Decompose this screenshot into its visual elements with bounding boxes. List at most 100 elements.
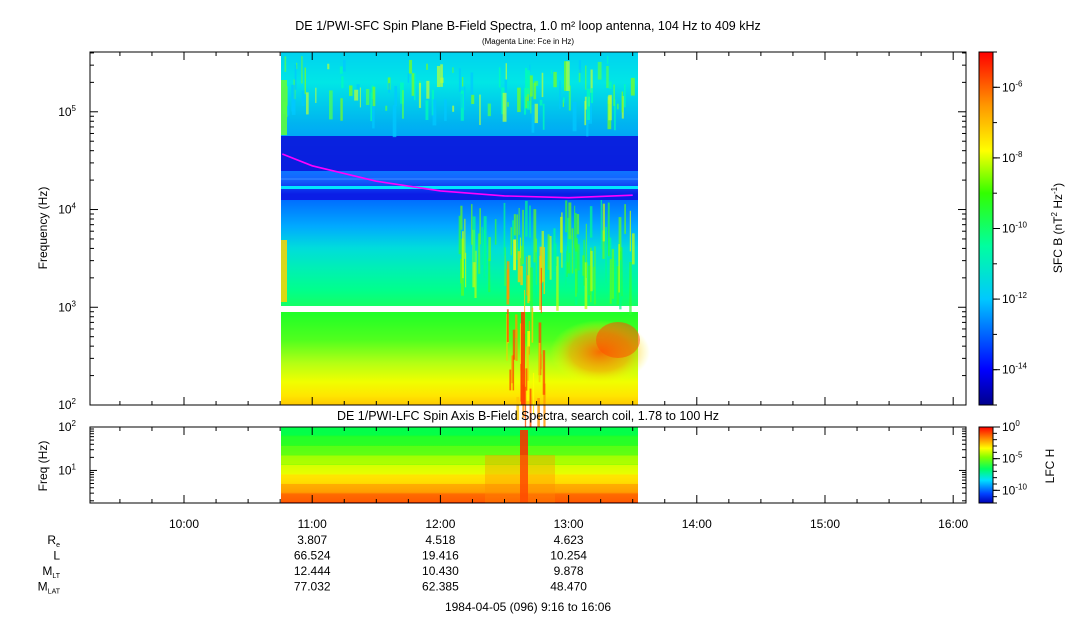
sfc-mid-streak [609, 258, 612, 304]
lfc-row [281, 455, 638, 464]
sfc-streak [586, 105, 589, 137]
lfc-colorbar-tick-label: 10-5 [1002, 451, 1023, 466]
sfc-mid-streak [618, 244, 620, 293]
sfc-streak [301, 56, 303, 84]
sfc-streak [411, 73, 415, 96]
sfc-y-tick-label: 104 [58, 202, 76, 217]
sfc-mid-streak [556, 256, 559, 311]
sfc-burst-streak [527, 275, 530, 304]
sfc-mid-streak [472, 216, 476, 263]
sfc-spectrogram-panel: 102 103 104 105 Frequency (Hz) [36, 51, 967, 438]
lfc-row [281, 427, 638, 436]
sfc-colorbar-tick-label: 10-6 [1002, 79, 1023, 94]
sfc-burst-streak [506, 342, 508, 361]
sfc-streak [614, 99, 616, 131]
sfc-streak [329, 90, 333, 120]
sfc-streak [608, 81, 612, 89]
lfc-spectrogram-panel: 101 102 Freq (Hz) [36, 419, 967, 504]
sfc-mid-streak [602, 203, 605, 242]
sfc-streak [502, 92, 507, 122]
lfc-row [281, 474, 638, 483]
sfc-streak [291, 84, 295, 112]
sfc-streak [452, 67, 454, 73]
sfc-streak [407, 73, 410, 83]
sfc-streak [401, 90, 404, 119]
sfc-burst-streak [520, 363, 522, 402]
sfc-streak [529, 64, 531, 73]
sfc-streak [296, 62, 298, 70]
time-tick-label: 12:00 [425, 517, 455, 531]
sfc-burst-streak [543, 247, 545, 295]
sfc-leading-edge [281, 240, 287, 302]
sfc-streak [578, 60, 582, 73]
sfc-streak [461, 93, 463, 109]
sfc-streak [564, 61, 567, 91]
sfc-burst-streak [538, 342, 541, 383]
sfc-mid-streak [478, 233, 481, 274]
sfc-mid-streak [605, 227, 607, 284]
sfc-streak [394, 86, 398, 107]
sfc-colorbar-tick-label: 10-12 [1002, 291, 1027, 306]
sfc-mid-streak [584, 262, 588, 310]
sfc-burst-streak [524, 386, 527, 428]
sfc-mid-streak [616, 266, 620, 305]
sfc-streak [339, 66, 343, 74]
sfc-mid-streak [504, 247, 506, 286]
sfc-streak [341, 76, 344, 89]
sfc-mid-streak [530, 267, 533, 321]
sfc-streak [444, 99, 447, 121]
sfc-streak [359, 87, 361, 108]
lfc-colorbar-label: LFC H [1043, 449, 1057, 484]
sfc-mid-streak [488, 237, 491, 262]
sfc-mid-streak [590, 250, 593, 292]
sfc-mid-streak [503, 202, 506, 256]
ephemeris-table: Re 3.807 4.518 4.623 L 66.524 19.416 10.254 MLT 1… [38, 533, 588, 596]
ephemeris-value: 19.416 [422, 549, 459, 563]
sfc-y-tick-label: 105 [58, 104, 76, 119]
sfc-spectrogram-data [281, 52, 650, 438]
sfc-streak [530, 92, 532, 114]
ephemeris-value: 10.254 [550, 549, 587, 563]
sfc-streak [507, 102, 509, 107]
sfc-mid-streak [608, 237, 612, 258]
sfc-mid-streak [525, 200, 528, 237]
sfc-mid-streak [519, 237, 521, 259]
sfc-mid-streak [607, 202, 610, 257]
sfc-burst-streak [506, 269, 510, 305]
sfc-streak [613, 84, 615, 106]
sfc-streak [343, 59, 346, 72]
sfc-mid-streak [494, 219, 497, 245]
time-tick-label: 16:00 [938, 517, 968, 531]
time-tick-label: 15:00 [810, 517, 840, 531]
lfc-colorbar-tick-label: 100 [1002, 419, 1020, 434]
sfc-streak [532, 90, 535, 97]
sfc-streak [607, 56, 609, 64]
sfc-burst-streak [529, 388, 532, 437]
sfc-burst-core [521, 312, 525, 405]
sfc-colorbar-label: SFC B (nT2 Hz-1) [1050, 183, 1065, 273]
sfc-mid-streak [567, 217, 570, 263]
sfc-mid-streak [594, 246, 596, 305]
lfc-spectrogram-data [281, 427, 638, 503]
sfc-streak [294, 64, 297, 90]
sfc-mid-streak [574, 205, 576, 249]
sfc-colorbar-tick-label: 10-14 [1002, 362, 1027, 377]
sfc-streak [462, 77, 464, 87]
sfc-streak [588, 96, 592, 124]
lfc-title: DE 1/PWI-LFC Spin Axis B-Field Spectra, … [337, 409, 719, 423]
sfc-streak [578, 69, 581, 83]
sfc-streak [534, 103, 538, 124]
sfc-mid-streak [535, 252, 537, 299]
sfc-streak [426, 63, 428, 70]
sfc-streak [408, 59, 413, 74]
sfc-mid-streak [520, 245, 523, 276]
sfc-title: DE 1/PWI-SFC Spin Plane B-Field Spectra,… [295, 19, 761, 33]
sfc-streak [304, 67, 306, 95]
lfc-row [281, 446, 638, 455]
sfc-streak [385, 105, 388, 111]
sfc-y-axis: 102 103 104 105 [58, 52, 966, 412]
sfc-mid-streak [549, 235, 552, 280]
sfc-burst-streak [517, 251, 521, 283]
sfc-mid-streak [631, 233, 635, 265]
sfc-burst-streak [542, 350, 546, 395]
